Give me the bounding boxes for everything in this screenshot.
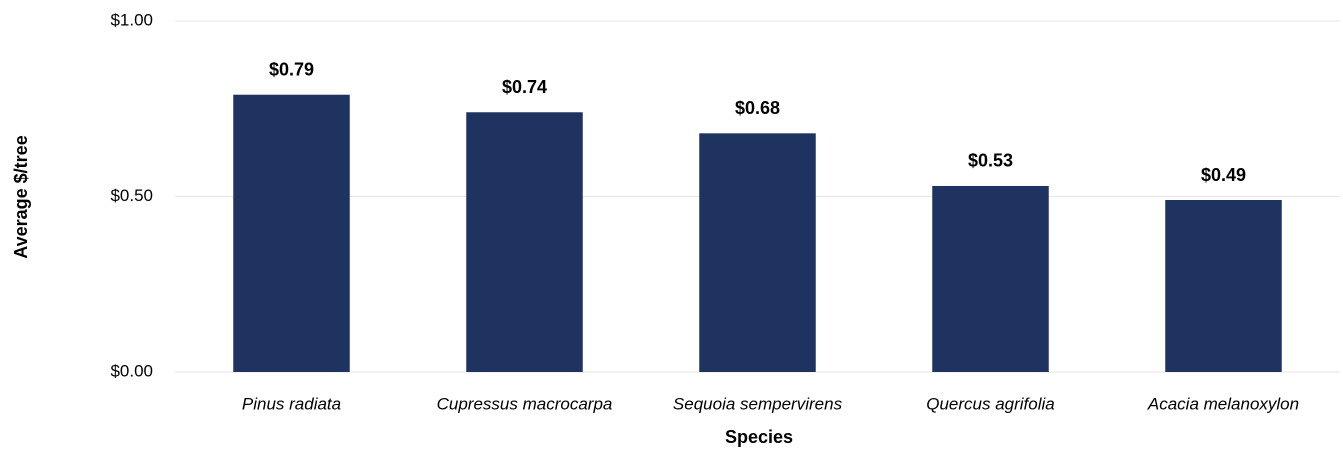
data-label: $0.74 [502, 77, 547, 97]
data-label: $0.68 [735, 98, 780, 118]
bar [699, 133, 816, 372]
y-tick-label: $1.00 [110, 10, 153, 29]
x-axis-title: Species [725, 427, 793, 447]
x-tick-label: Sequoia sempervirens [673, 394, 843, 413]
data-label: $0.79 [269, 59, 314, 79]
y-tick-label: $0.50 [110, 186, 153, 205]
bar [1165, 200, 1282, 372]
bar [233, 94, 350, 373]
x-tick-label: Acacia melanoxylon [1147, 394, 1299, 413]
bar [932, 185, 1049, 372]
x-tick-label: Pinus radiata [242, 394, 341, 413]
y-axis-title: Average $/tree [11, 135, 31, 258]
data-label: $0.49 [1201, 165, 1246, 185]
x-tick-label: Quercus agrifolia [926, 394, 1055, 413]
bar [466, 112, 583, 372]
data-label: $0.53 [968, 151, 1013, 171]
y-tick-label: $0.00 [110, 361, 153, 380]
x-tick-label: Cupressus macrocarpa [437, 394, 613, 413]
